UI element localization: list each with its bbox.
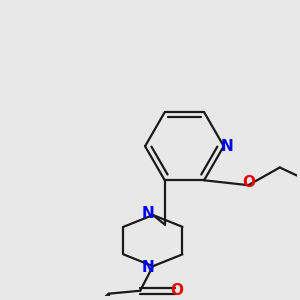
Text: N: N bbox=[141, 260, 154, 275]
Text: N: N bbox=[221, 139, 234, 154]
Text: N: N bbox=[141, 206, 154, 221]
Text: O: O bbox=[170, 283, 183, 298]
Text: O: O bbox=[242, 175, 255, 190]
